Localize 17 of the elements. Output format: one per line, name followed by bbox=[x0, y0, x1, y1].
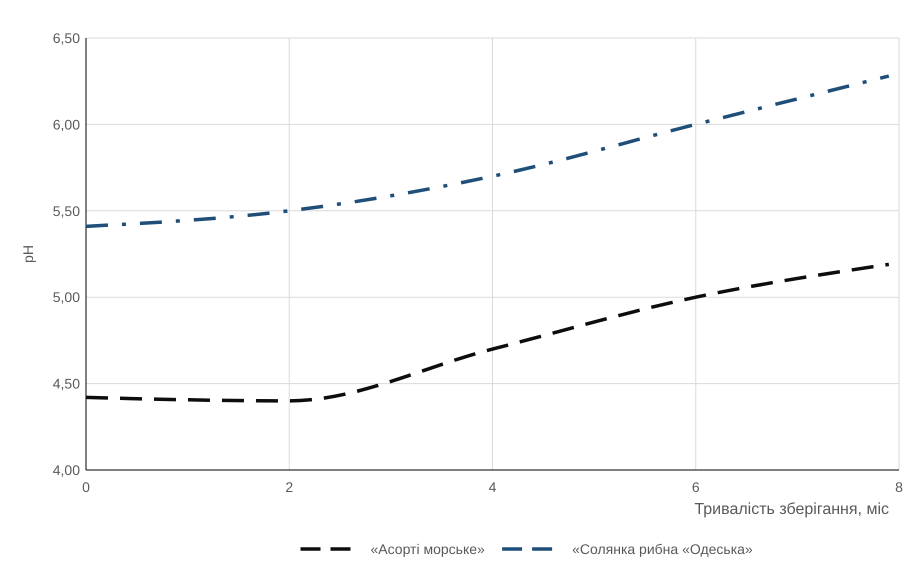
x-tick-label: 2 bbox=[285, 479, 294, 495]
y-tick-label: 6,50 bbox=[52, 30, 80, 46]
y-tick-label: 4,50 bbox=[52, 376, 80, 392]
y-tick-label: 5,50 bbox=[52, 202, 80, 219]
x-tick-label: 4 bbox=[488, 479, 497, 495]
x-axis-title: Тривалість зберігання, міс bbox=[694, 501, 889, 518]
y-tick-label: 6,00 bbox=[52, 116, 80, 132]
y-tick-label: 5,00 bbox=[52, 289, 80, 306]
line-series bbox=[84, 262, 891, 403]
legend-label: «Асорті морське» bbox=[370, 541, 486, 557]
y-tick-label: 4,00 bbox=[52, 462, 80, 478]
y-axis-title: pH bbox=[20, 245, 36, 263]
x-tick-label: 8 bbox=[895, 479, 904, 495]
line-series bbox=[84, 74, 891, 228]
x-tick-label: 6 bbox=[692, 479, 700, 495]
legend-label: «Солянка рибна «Одеська» bbox=[572, 541, 753, 557]
x-tick-label: 0 bbox=[82, 479, 90, 495]
